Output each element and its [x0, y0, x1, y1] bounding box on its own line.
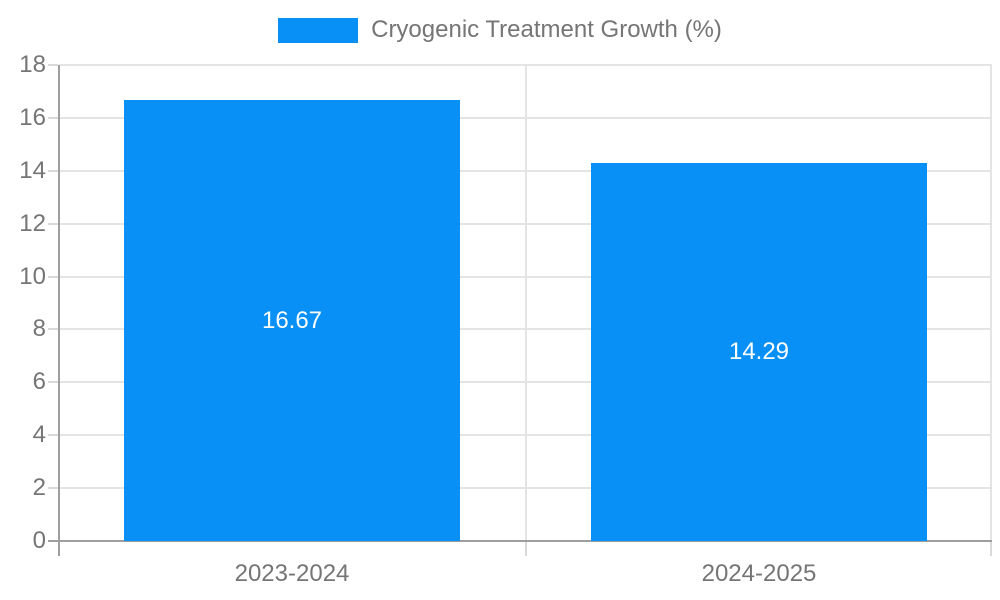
y-tick	[48, 170, 58, 172]
chart-legend[interactable]: Cryogenic Treatment Growth (%)	[0, 16, 1000, 44]
y-tick	[48, 276, 58, 278]
y-axis-tick-label: 2	[32, 474, 46, 501]
y-axis-line	[58, 65, 60, 556]
bar-value-label: 16.67	[261, 307, 323, 334]
y-tick	[48, 223, 58, 225]
y-axis-tick-label: 18	[19, 51, 46, 78]
gridline-vertical	[990, 65, 992, 541]
y-tick	[48, 328, 58, 330]
y-tick	[48, 64, 58, 66]
x-axis-line	[48, 540, 992, 542]
x-axis-category-label: 2024-2025	[701, 560, 817, 587]
x-tick	[525, 541, 527, 556]
gridline-vertical	[525, 65, 527, 541]
y-tick	[48, 381, 58, 383]
y-axis-tick-label: 8	[32, 315, 46, 342]
y-axis-tick-label: 6	[32, 368, 46, 395]
x-axis-category-label: 2023-2024	[234, 560, 350, 587]
y-axis-tick-label: 10	[19, 263, 46, 290]
y-axis-tick-label: 14	[19, 157, 46, 184]
y-axis-tick-label: 16	[19, 104, 46, 131]
y-axis-tick-label: 4	[32, 421, 46, 448]
bar[interactable]	[591, 163, 927, 541]
legend-swatch[interactable]	[278, 17, 359, 43]
legend-label[interactable]: Cryogenic Treatment Growth (%)	[371, 16, 722, 43]
y-axis-tick-label: 12	[19, 210, 46, 237]
y-tick	[48, 487, 58, 489]
y-axis-tick-label: 0	[32, 527, 46, 554]
x-tick	[990, 541, 992, 556]
y-tick	[48, 117, 58, 119]
bar[interactable]	[124, 100, 460, 541]
y-tick	[48, 434, 58, 436]
bar-value-label: 14.29	[728, 338, 790, 365]
